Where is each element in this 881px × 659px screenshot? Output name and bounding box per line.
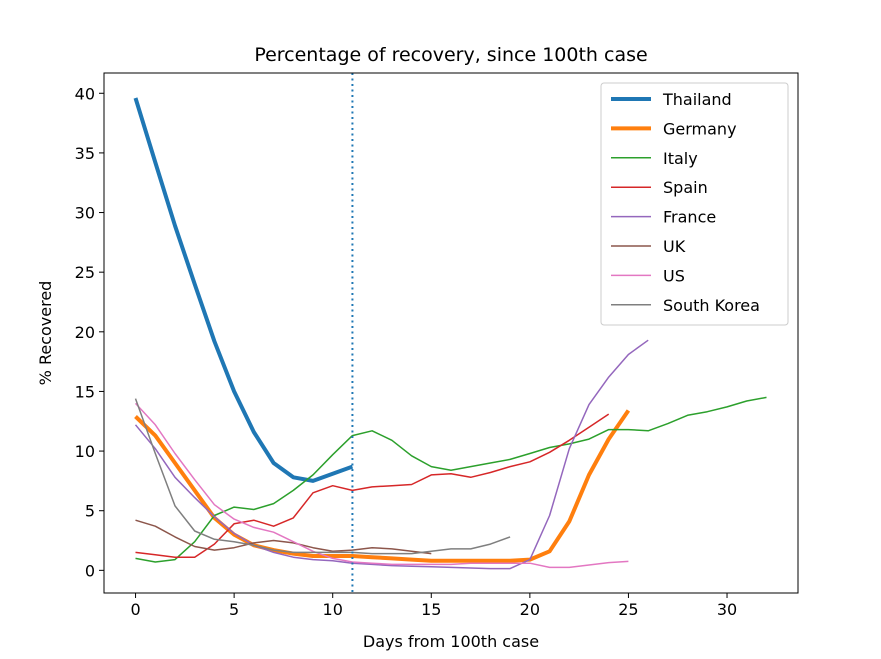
plot-area xyxy=(133,73,767,593)
y-tick-label: 40 xyxy=(75,84,95,103)
x-tick-label: 0 xyxy=(130,600,140,619)
y-axis-label: % Recovered xyxy=(36,281,55,386)
legend-label: South Korea xyxy=(663,296,760,315)
legend-label: US xyxy=(663,266,685,285)
legend-label: France xyxy=(663,208,716,227)
axis-ticks: 0 5 10 15 20 25 30 0 5 10 15 20 25 30 35 40 xyxy=(75,84,738,619)
series-line-thailand xyxy=(133,97,354,483)
legend-label: UK xyxy=(663,237,686,256)
legend-box xyxy=(600,82,789,326)
y-tick-label: 15 xyxy=(75,382,95,401)
x-tick-label: 25 xyxy=(618,600,638,619)
x-tick-label: 15 xyxy=(421,600,441,619)
y-tick-label: 35 xyxy=(75,144,95,163)
y-tick-label: 10 xyxy=(75,442,95,461)
legend: Thailand Germany Italy Spain France UK US South… xyxy=(600,82,789,326)
axes-frame xyxy=(103,72,799,594)
x-axis-label: Days from 100th case xyxy=(363,632,539,651)
series-line-germany xyxy=(134,409,631,563)
y-tick-label: 5 xyxy=(85,502,95,521)
series-line-france xyxy=(134,339,649,570)
chart-title: Percentage of recovery, since 100th case xyxy=(254,44,647,66)
y-tick-label: 0 xyxy=(85,561,95,580)
y-tick-label: 30 xyxy=(75,204,95,223)
series-line-uk xyxy=(135,519,432,555)
y-tick-label: 25 xyxy=(75,263,95,282)
series-line-spain xyxy=(135,413,610,558)
x-tick-label: 5 xyxy=(229,600,239,619)
x-tick-label: 20 xyxy=(520,600,540,619)
series-line-italy xyxy=(135,396,767,563)
series-line-us xyxy=(134,402,629,569)
legend-label: Germany xyxy=(663,119,737,138)
x-tick-label: 10 xyxy=(323,600,343,619)
x-tick-label: 30 xyxy=(717,600,737,619)
legend-label: Italy xyxy=(663,149,698,168)
legend-label: Spain xyxy=(663,178,708,197)
series-line-south-korea xyxy=(134,398,511,555)
y-tick-label: 20 xyxy=(75,323,95,342)
legend-label: Thailand xyxy=(662,90,732,109)
